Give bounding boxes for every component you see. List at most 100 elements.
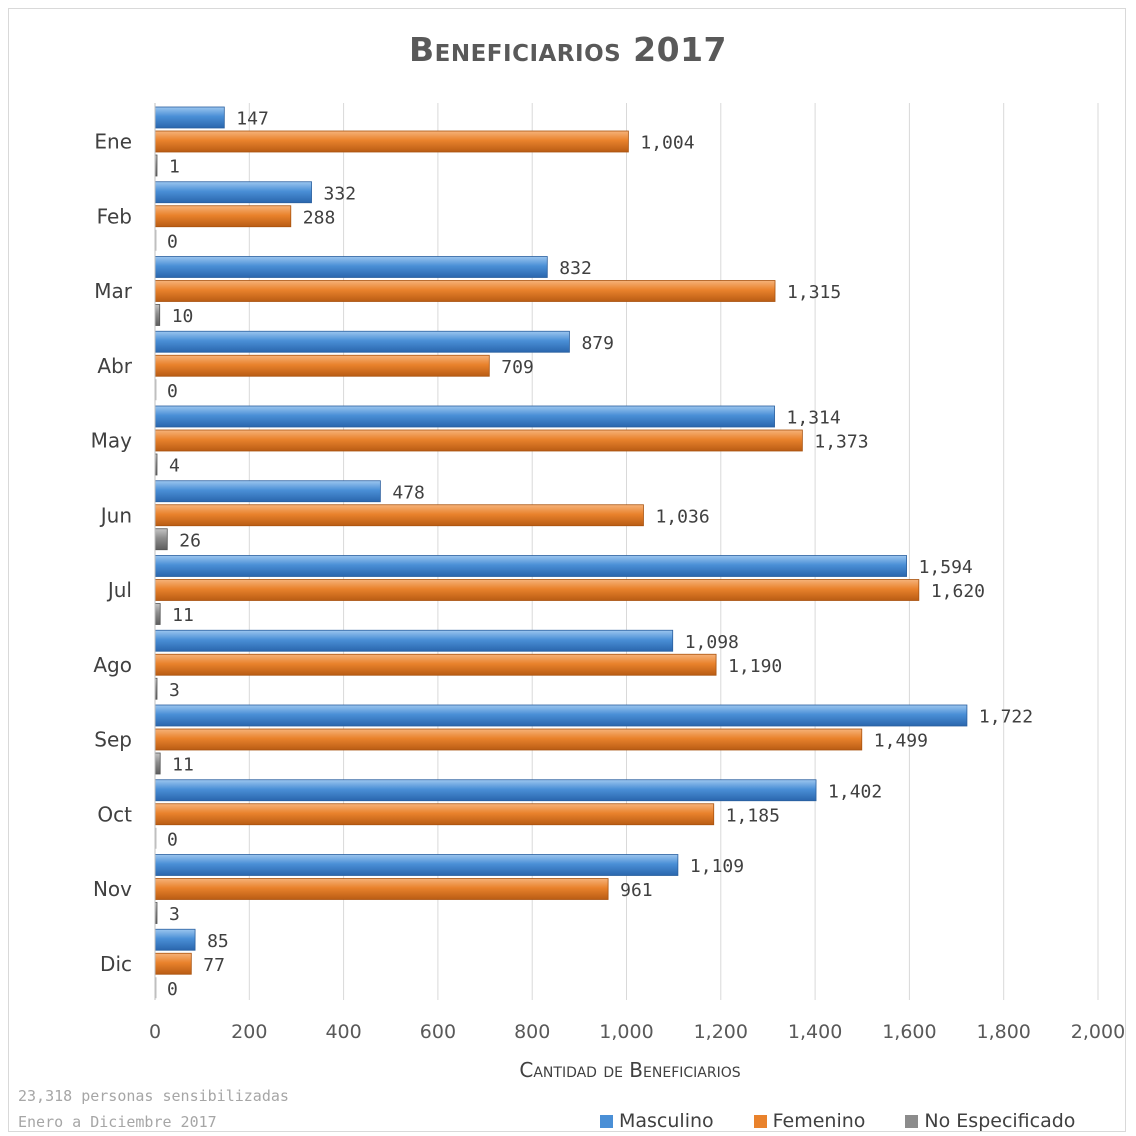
data-label: 1,004 — [640, 133, 694, 154]
legend-swatch-no-especificado — [905, 1114, 919, 1128]
data-label: 10 — [172, 306, 194, 327]
y-category-label: Abr — [97, 354, 132, 378]
x-tick-label: 2,000 — [1071, 1021, 1125, 1043]
data-label: 11 — [172, 605, 194, 626]
data-label: 478 — [392, 482, 425, 503]
data-label: 1,402 — [828, 781, 882, 802]
data-label: 147 — [236, 109, 269, 130]
legend-item-no-especificado: No Especificado — [905, 1110, 1075, 1132]
y-category-label: Ago — [93, 653, 132, 677]
summary-note: 23,318 personas sensibilizadas — [18, 1087, 289, 1105]
bar-femenino — [154, 952, 192, 975]
data-label: 4 — [169, 456, 180, 477]
bar-masculino — [154, 629, 674, 652]
x-tick-label: 1,200 — [694, 1021, 748, 1043]
legend-label-femenino: Femenino — [772, 1110, 866, 1132]
data-label: 961 — [620, 880, 653, 901]
data-label: 1,373 — [814, 432, 868, 453]
bar-masculino — [154, 704, 968, 727]
legend-label-masculino: Masculino — [619, 1110, 714, 1132]
bar-no-especificado — [155, 379, 157, 401]
x-tick-label: 400 — [325, 1021, 361, 1043]
data-label: 1,190 — [728, 656, 782, 677]
bar-femenino — [154, 504, 644, 527]
bar-femenino — [154, 130, 629, 153]
chart-frame — [8, 8, 1126, 1132]
y-category-label: Ene — [94, 130, 132, 154]
bar-femenino — [154, 579, 920, 601]
data-label: 1,314 — [787, 408, 841, 429]
legend-swatch-femenino — [753, 1114, 767, 1128]
bar-femenino — [154, 429, 803, 452]
bar-no-especificado — [155, 827, 157, 849]
data-label: 288 — [303, 207, 336, 228]
data-label: 332 — [324, 183, 357, 204]
data-label: 11 — [172, 755, 194, 776]
data-label: 77 — [203, 955, 225, 976]
x-tick-label: 1,400 — [788, 1021, 842, 1043]
legend-item-masculino: Masculino — [600, 1110, 714, 1132]
data-label: 1,620 — [931, 581, 985, 602]
bar-masculino — [154, 854, 679, 876]
y-category-label: Mar — [94, 279, 133, 303]
x-tick-label: 200 — [231, 1021, 267, 1043]
data-labels: 147 1,004 1 332 288 0 832 1,315 10 879 709 0 1,314 1,… — [167, 109, 1033, 1000]
data-label: 26 — [179, 530, 201, 551]
data-label: 832 — [559, 258, 592, 279]
data-label: 0 — [167, 231, 178, 252]
chart-title: Beneficiarios 2017 — [408, 30, 728, 69]
data-label: 1,185 — [726, 805, 780, 826]
y-category-label: Jul — [106, 578, 132, 602]
data-label: 85 — [207, 931, 229, 952]
x-tick-label: 800 — [514, 1021, 550, 1043]
bar-masculino — [154, 928, 196, 951]
data-label: 3 — [169, 904, 180, 925]
data-label: 1,499 — [874, 731, 928, 752]
bar-no-especificado — [155, 977, 157, 999]
data-label: 709 — [501, 357, 534, 378]
bar-masculino — [154, 256, 548, 278]
data-label: 1,722 — [979, 707, 1033, 728]
data-label: 3 — [169, 680, 180, 701]
bar-femenino — [154, 205, 292, 228]
data-label: 1 — [169, 157, 180, 178]
legend-item-femenino: Femenino — [753, 1110, 866, 1132]
period-note: Enero a Diciembre 2017 — [18, 1113, 217, 1131]
data-label: 0 — [167, 979, 178, 1000]
bar-no-especificado — [154, 752, 161, 775]
data-label: 0 — [167, 829, 178, 850]
legend-label-no-especificado: No Especificado — [924, 1110, 1076, 1132]
bar-no-especificado — [154, 603, 161, 625]
bar-masculino — [154, 555, 907, 577]
bar-masculino — [154, 106, 225, 129]
bar-femenino — [154, 728, 863, 751]
y-category-label: Nov — [93, 877, 132, 901]
bar-femenino — [154, 354, 490, 377]
y-category-label: Sep — [94, 728, 132, 752]
y-category-label: Feb — [97, 204, 132, 228]
data-label: 1,594 — [919, 557, 973, 578]
bar-no-especificado — [154, 528, 168, 551]
y-category-label: Oct — [97, 802, 132, 826]
bar-no-especificado — [155, 229, 157, 251]
bar-masculino — [154, 181, 312, 204]
data-label: 1,036 — [655, 506, 709, 527]
axes: 0 200 400 600 800 1,000 1,200 1,400 1,600 1,800 2,… — [91, 103, 1125, 1043]
y-category-label: Jun — [99, 503, 132, 527]
bar-masculino — [154, 330, 570, 353]
bar-femenino — [154, 803, 715, 826]
y-category-label: May — [91, 429, 133, 453]
bar-femenino — [154, 653, 717, 676]
data-label: 0 — [167, 381, 178, 402]
bar-femenino — [154, 878, 609, 900]
bar-masculino — [154, 405, 775, 428]
data-label: 1,109 — [690, 856, 744, 877]
x-tick-label: 600 — [420, 1021, 456, 1043]
x-tick-label: 1,600 — [882, 1021, 936, 1043]
bar-masculino — [154, 480, 381, 503]
x-axis-title: Cantidad de Beneficiarios — [519, 1058, 741, 1082]
data-label: 1,315 — [787, 282, 841, 303]
legend-swatch-masculino — [600, 1114, 613, 1128]
x-tick-label: 1,000 — [599, 1021, 653, 1043]
